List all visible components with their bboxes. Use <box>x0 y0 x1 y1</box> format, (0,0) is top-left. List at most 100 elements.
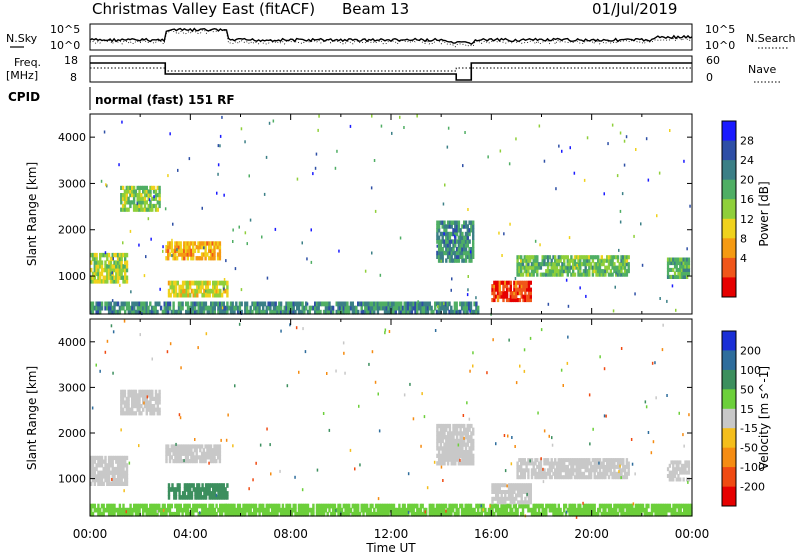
heatmap-speckle <box>225 503 227 507</box>
heatmap-cell <box>414 309 417 315</box>
heatmap-cell <box>561 461 564 466</box>
heatmap-speckle <box>371 350 374 354</box>
heatmap-cell <box>561 255 564 260</box>
heatmap-speckle <box>162 508 165 512</box>
heatmap-cell <box>231 305 234 311</box>
heatmap-cell <box>452 239 455 244</box>
heatmap-cell <box>537 265 541 270</box>
heatmap-speckle <box>662 323 664 327</box>
heatmap-cell <box>520 291 523 296</box>
heatmap-cell <box>265 309 268 315</box>
heatmap-cell <box>202 309 206 315</box>
heatmap-cell <box>131 193 134 198</box>
heatmap-cell <box>525 468 528 473</box>
heatmap-cell <box>457 446 461 451</box>
heatmap-cell <box>498 486 501 491</box>
heatmap-cell <box>365 305 369 311</box>
heatmap-cell <box>200 252 204 257</box>
heatmap-cell <box>174 487 178 492</box>
heatmap-cell <box>580 461 584 466</box>
heatmap-cell <box>410 503 414 509</box>
heatmap-cell <box>541 475 544 480</box>
heatmap-cell <box>416 511 419 517</box>
heatmap-cell <box>339 301 342 307</box>
heatmap-cell <box>527 475 530 480</box>
heatmap-cell <box>475 309 478 315</box>
heatmap-cell <box>211 451 214 456</box>
heatmap-cell <box>559 511 562 517</box>
heatmap-cell <box>509 511 512 517</box>
colorbar-segment <box>722 331 736 351</box>
heatmap-cell <box>595 464 598 469</box>
heatmap-cell <box>351 503 354 509</box>
heatmap-cell <box>604 269 607 274</box>
heatmap-cell <box>462 305 466 311</box>
heatmap-cell <box>615 511 618 517</box>
heatmap-cell <box>131 396 134 401</box>
heatmap-cell <box>520 280 523 285</box>
heatmap-cell <box>188 448 191 453</box>
heatmap-cell <box>398 309 401 315</box>
heatmap-cell <box>165 459 168 464</box>
heatmap-cell <box>147 507 150 513</box>
heatmap-cell <box>149 203 152 209</box>
heatmap-cell <box>189 284 192 290</box>
heatmap-speckle <box>223 287 225 291</box>
heatmap-cell <box>100 252 104 258</box>
heatmap-cell <box>271 511 274 517</box>
heatmap-cell <box>107 459 111 464</box>
heatmap-cell <box>111 279 114 284</box>
heatmap-cell <box>453 305 457 311</box>
heatmap-cell <box>591 503 595 509</box>
heatmap-cell <box>543 258 546 263</box>
heatmap-cell <box>195 448 198 453</box>
heatmap-cell <box>209 455 213 460</box>
heatmap-cell <box>120 256 123 262</box>
heatmap-cell <box>632 511 636 517</box>
heatmap-cell <box>215 280 218 286</box>
heatmap-speckle <box>599 355 601 359</box>
heatmap-cell <box>213 256 216 261</box>
heatmap-cell <box>457 220 461 225</box>
heatmap-cell <box>680 467 684 472</box>
heatmap-cell <box>208 455 211 460</box>
heatmap-cell <box>529 258 532 263</box>
heatmap-cell <box>339 309 342 315</box>
heatmap-cell <box>226 507 229 513</box>
heatmap-cell <box>416 305 419 311</box>
heatmap-cell <box>254 301 258 307</box>
heatmap-cell <box>124 474 127 479</box>
heatmap-cell <box>444 511 448 517</box>
heatmap-speckle <box>368 362 370 366</box>
heatmap-cell <box>419 301 423 307</box>
heatmap-cell <box>668 257 671 262</box>
heatmap-cell <box>120 396 123 401</box>
heatmap-cell <box>546 262 550 267</box>
heatmap-cell <box>559 464 562 469</box>
heatmap-cell <box>623 464 627 469</box>
heatmap-cell <box>523 461 526 466</box>
heatmap-cell <box>124 260 127 265</box>
heatmap-cell <box>446 247 450 252</box>
heatmap-cell <box>109 463 113 468</box>
heatmap-cell <box>91 463 95 468</box>
heatmap-cell <box>149 185 152 190</box>
heatmap-cell <box>202 503 206 509</box>
heatmap-cell <box>457 507 460 513</box>
heatmap-cell <box>100 301 104 307</box>
heatmap-cell <box>196 491 199 496</box>
heatmap-cell <box>496 511 500 517</box>
heatmap-cell <box>546 265 550 270</box>
heatmap-cell <box>452 423 455 429</box>
heatmap-cell <box>312 503 315 509</box>
heatmap-cell <box>206 241 209 246</box>
heatmap-cell <box>455 507 458 513</box>
heatmap-cell <box>564 468 568 473</box>
heatmap-cell <box>184 444 188 449</box>
heatmap-cell <box>136 396 139 401</box>
heatmap-cell <box>613 458 616 463</box>
heatmap-cell <box>625 458 629 463</box>
heatmap-cell <box>437 220 441 225</box>
heatmap-cell <box>290 309 294 315</box>
heatmap-cell <box>446 239 450 244</box>
